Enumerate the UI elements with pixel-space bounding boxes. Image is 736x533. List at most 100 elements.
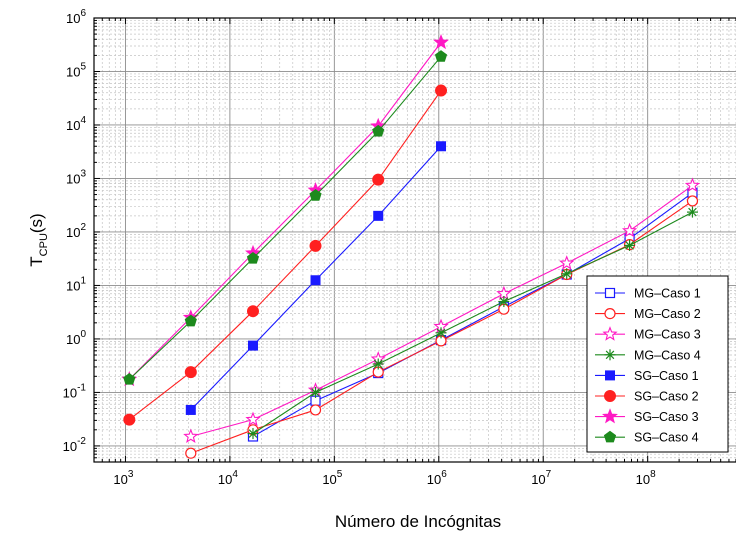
series-6 bbox=[123, 84, 448, 426]
data-point-stroke bbox=[562, 269, 572, 279]
series-4 bbox=[247, 206, 698, 440]
data-point bbox=[435, 327, 447, 339]
legend-label: MG–Caso 3 bbox=[634, 328, 701, 342]
legend-label: SG–Caso 4 bbox=[634, 431, 699, 445]
x-tick-label-base: 10 bbox=[113, 472, 127, 487]
series-layer bbox=[121, 34, 701, 459]
y-tick-label: 105 bbox=[66, 61, 86, 79]
x-tick-label-base: 10 bbox=[218, 472, 232, 487]
y-tick-label: 102 bbox=[66, 222, 86, 240]
data-point bbox=[309, 189, 322, 201]
legend-marker bbox=[604, 349, 616, 361]
y-tick-label-exp: -2 bbox=[77, 436, 86, 447]
y-tick-label-exp: 2 bbox=[80, 222, 86, 233]
data-point bbox=[435, 84, 448, 97]
legend-entry: MG–Caso 2 bbox=[595, 307, 701, 321]
y-tick-label-exp: 5 bbox=[80, 61, 86, 72]
y-tick-label: 104 bbox=[66, 115, 86, 133]
data-point-stroke bbox=[625, 241, 634, 250]
x-tick-label-base: 10 bbox=[427, 472, 441, 487]
data-point bbox=[372, 124, 385, 137]
x-tick-label: 105 bbox=[322, 469, 342, 487]
legend-entry: SG–Caso 3 bbox=[595, 408, 699, 424]
y-tick-label: 101 bbox=[66, 275, 86, 293]
x-tick-label-base: 10 bbox=[531, 472, 545, 487]
data-point bbox=[559, 255, 575, 270]
data-point bbox=[434, 50, 448, 62]
y-tick-label-base: 10 bbox=[66, 332, 80, 347]
tick-labels: 103 104 105 106 107 10810-210-110010110210310… bbox=[63, 8, 657, 487]
x-tick-label-base: 10 bbox=[636, 472, 650, 487]
y-tick-label-exp: 0 bbox=[80, 329, 86, 340]
x-tick-label-exp: 7 bbox=[546, 469, 552, 480]
x-tick-label-exp: 8 bbox=[650, 469, 656, 480]
axis-ticks bbox=[93, 17, 736, 463]
data-point bbox=[684, 177, 701, 192]
data-point-stroke bbox=[499, 297, 509, 306]
series-line bbox=[252, 192, 693, 437]
x-tick-label: 106 bbox=[427, 469, 447, 487]
data-point bbox=[245, 411, 261, 427]
y-tick-label-base: 10 bbox=[66, 64, 80, 79]
data-point bbox=[310, 386, 322, 398]
x-tick-label-exp: 6 bbox=[441, 469, 447, 480]
grid bbox=[93, 17, 736, 463]
data-point bbox=[185, 404, 196, 415]
legend-label: SG–Caso 3 bbox=[634, 410, 699, 424]
data-point bbox=[123, 413, 136, 426]
y-axis-title-suffix: (s) bbox=[27, 213, 46, 233]
y-tick-label-exp: 3 bbox=[80, 168, 86, 179]
data-point bbox=[184, 366, 197, 379]
series-line bbox=[128, 42, 442, 380]
y-tick-label-base: 10 bbox=[63, 439, 77, 454]
data-point bbox=[433, 34, 450, 50]
y-axis-title-main: T bbox=[27, 256, 46, 266]
y-tick-label-exp: 6 bbox=[80, 8, 86, 19]
y-tick-label: 100 bbox=[66, 329, 86, 347]
legend-entry: MG–Caso 1 bbox=[595, 287, 701, 301]
y-tick-label-base: 10 bbox=[66, 11, 80, 26]
legend-marker bbox=[605, 370, 615, 381]
data-point bbox=[309, 239, 322, 252]
series-8 bbox=[123, 50, 448, 385]
data-point bbox=[686, 206, 698, 218]
legend-marker bbox=[603, 430, 617, 443]
x-axis-title: Número de Incógnitas bbox=[335, 512, 501, 531]
data-point bbox=[246, 305, 259, 318]
data-point bbox=[185, 447, 197, 459]
x-tick-label: 107 bbox=[531, 469, 551, 487]
y-tick-label-exp: 4 bbox=[80, 115, 86, 126]
data-point bbox=[686, 195, 699, 207]
legend-marker bbox=[602, 408, 618, 424]
legend-marker bbox=[604, 390, 616, 402]
data-point bbox=[246, 252, 260, 264]
x-tick-label-exp: 4 bbox=[232, 469, 238, 480]
data-point bbox=[372, 358, 384, 370]
data-point-stroke bbox=[311, 388, 320, 397]
legend-entry: SG–Caso 1 bbox=[595, 369, 699, 383]
legend-entry: SG–Caso 2 bbox=[595, 390, 699, 404]
data-point bbox=[247, 428, 259, 440]
y-tick-label-base: 10 bbox=[66, 225, 80, 240]
legend-label: MG–Caso 4 bbox=[634, 348, 701, 362]
data-point bbox=[183, 428, 199, 443]
data-point bbox=[310, 275, 321, 286]
y-tick-label-base: 10 bbox=[66, 118, 80, 133]
legend-marker-stroke bbox=[605, 350, 615, 360]
x-tick-label-base: 10 bbox=[322, 472, 336, 487]
y-tick-label: 10-1 bbox=[63, 382, 87, 400]
data-point-stroke bbox=[436, 328, 446, 338]
y-axis-title-sub: CPU bbox=[38, 233, 50, 256]
x-tick-label: 104 bbox=[218, 469, 238, 487]
legend-box bbox=[586, 275, 729, 453]
y-tick-label-base: 10 bbox=[66, 278, 80, 293]
data-point bbox=[621, 222, 638, 238]
data-point bbox=[373, 210, 384, 221]
data-point bbox=[372, 173, 385, 186]
data-point-stroke bbox=[248, 429, 258, 438]
legend-entry: MG–Caso 4 bbox=[595, 348, 701, 362]
y-tick-label-exp: -1 bbox=[77, 382, 86, 393]
data-point bbox=[436, 141, 447, 152]
legend-label: MG–Caso 2 bbox=[634, 307, 701, 321]
